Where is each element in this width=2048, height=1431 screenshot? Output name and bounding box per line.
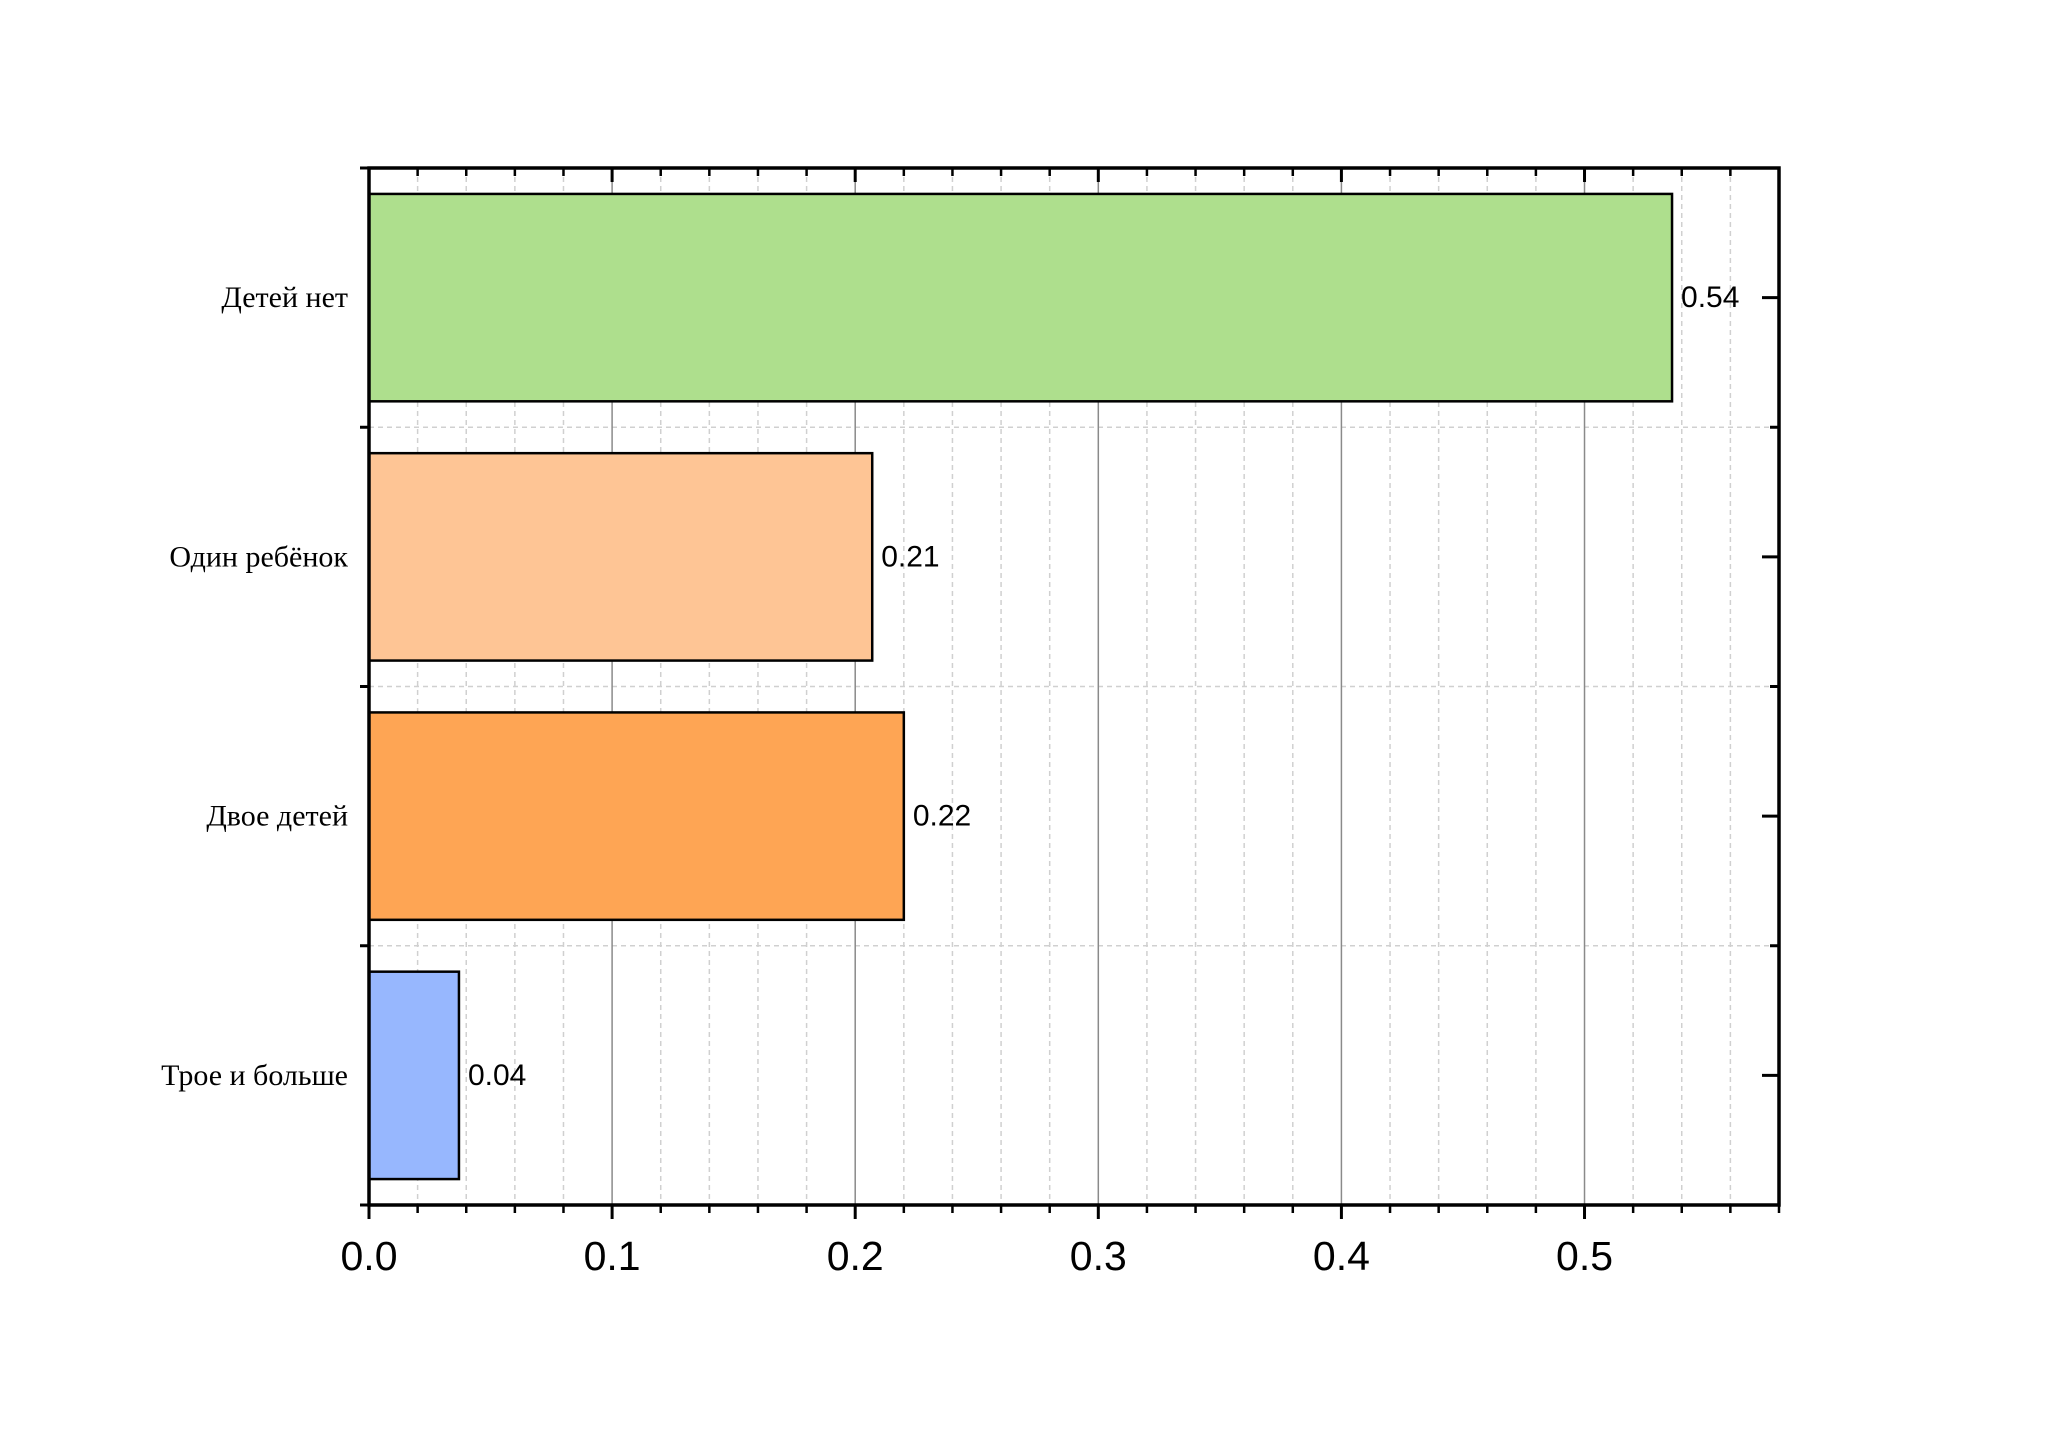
value-label: 0.54 [1681,281,1739,314]
axes: 0.0 0.1 0.2 0.3 0.4 0.5 [341,166,1781,1279]
bar [367,192,1674,403]
x-tick-label: 0.5 [1556,1233,1613,1279]
category-label: Один ребёнок [169,540,348,573]
x-tick-label: 0.0 [341,1233,398,1279]
plot-frame [367,166,1781,1207]
value-label: 0.22 [913,800,971,833]
x-tick-label: 0.1 [584,1233,641,1279]
labels: 0.54 Детей нет 0.21 Один ребёнок 0.22 Двое де… [161,281,1739,1092]
bars [367,192,1674,1181]
x-tick-label: 0.2 [827,1233,884,1279]
value-label: 0.04 [468,1059,526,1092]
bar [367,970,461,1181]
x-tick-label: 0.3 [1070,1233,1127,1279]
category-label: Трое и больше [161,1059,348,1092]
category-label: Двое детей [206,800,348,833]
bar [367,711,906,922]
x-tick-label: 0.4 [1313,1233,1370,1279]
category-label: Детей нет [221,281,348,314]
value-label: 0.21 [881,540,939,573]
bar [367,451,874,662]
